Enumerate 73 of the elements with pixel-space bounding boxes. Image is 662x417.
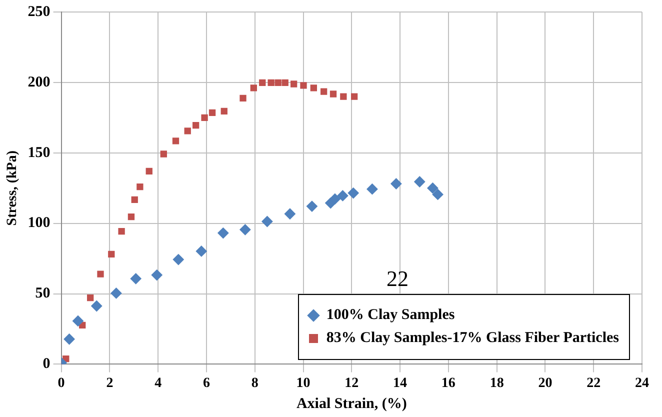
x-tick-label: 4 <box>154 376 162 392</box>
point <box>290 80 298 88</box>
point <box>414 176 426 188</box>
point <box>184 128 191 134</box>
y-tick-label: 0 <box>42 356 50 372</box>
point <box>218 228 229 239</box>
x-tick-label: 22 <box>586 376 601 392</box>
x-tick-label: 6 <box>202 376 210 392</box>
point <box>131 196 138 203</box>
x-tick-label: 8 <box>251 376 258 392</box>
point <box>146 168 152 175</box>
point <box>108 250 115 258</box>
point <box>151 270 162 281</box>
point <box>350 93 358 100</box>
point <box>340 93 347 100</box>
point <box>306 200 318 212</box>
point <box>366 184 378 195</box>
point <box>220 108 228 115</box>
point <box>274 79 282 86</box>
y-tick-label: 50 <box>35 286 50 302</box>
point <box>337 190 348 202</box>
x-tick-label: 14 <box>393 376 408 392</box>
legend-label: 83% Clay Samples-17% Glass Fiber Particles <box>326 330 619 348</box>
point <box>72 315 84 326</box>
y-tick-label: 200 <box>28 74 50 90</box>
point <box>310 84 317 92</box>
point <box>240 224 251 236</box>
point <box>208 109 216 116</box>
point <box>348 188 359 199</box>
point <box>284 208 296 220</box>
point <box>192 122 200 129</box>
x-tick-label: 20 <box>538 376 552 392</box>
point <box>240 94 246 102</box>
point <box>390 178 402 190</box>
y-tick-label: 250 <box>28 4 50 20</box>
point <box>432 188 444 200</box>
point <box>201 114 208 121</box>
legend-label: 100% Clay Samples <box>326 307 455 324</box>
point <box>282 79 288 86</box>
point <box>64 334 75 345</box>
point <box>330 90 337 98</box>
point <box>136 184 144 190</box>
point <box>172 138 180 144</box>
x-tick-label: 16 <box>441 376 456 392</box>
x-tick-label: 12 <box>344 376 359 392</box>
point <box>250 84 257 92</box>
point <box>87 294 94 302</box>
x-tick-label: 24 <box>635 376 649 392</box>
y-tick-label: 150 <box>28 144 50 161</box>
point <box>97 270 104 278</box>
point <box>300 82 307 89</box>
point <box>329 193 340 204</box>
point <box>130 273 142 284</box>
x-tick-label: 0 <box>58 376 65 392</box>
point <box>110 288 122 299</box>
point <box>262 216 273 227</box>
point <box>128 214 135 220</box>
point <box>320 88 328 95</box>
x-tick-label: 2 <box>106 376 114 392</box>
x-axis-title: Axial Strain, (%) <box>296 396 407 412</box>
point <box>196 246 207 257</box>
point <box>427 182 438 194</box>
point <box>259 79 266 86</box>
point <box>91 300 102 312</box>
annotation: 22 <box>386 266 408 292</box>
point <box>268 79 274 86</box>
point <box>172 254 184 266</box>
x-tick-label: 18 <box>490 376 504 392</box>
point <box>160 150 167 158</box>
x-tick-label: 10 <box>296 376 310 392</box>
y-tick-label: 100 <box>28 215 50 232</box>
y-axis-title: Stress, (kPa) <box>5 150 20 226</box>
point <box>118 228 125 235</box>
